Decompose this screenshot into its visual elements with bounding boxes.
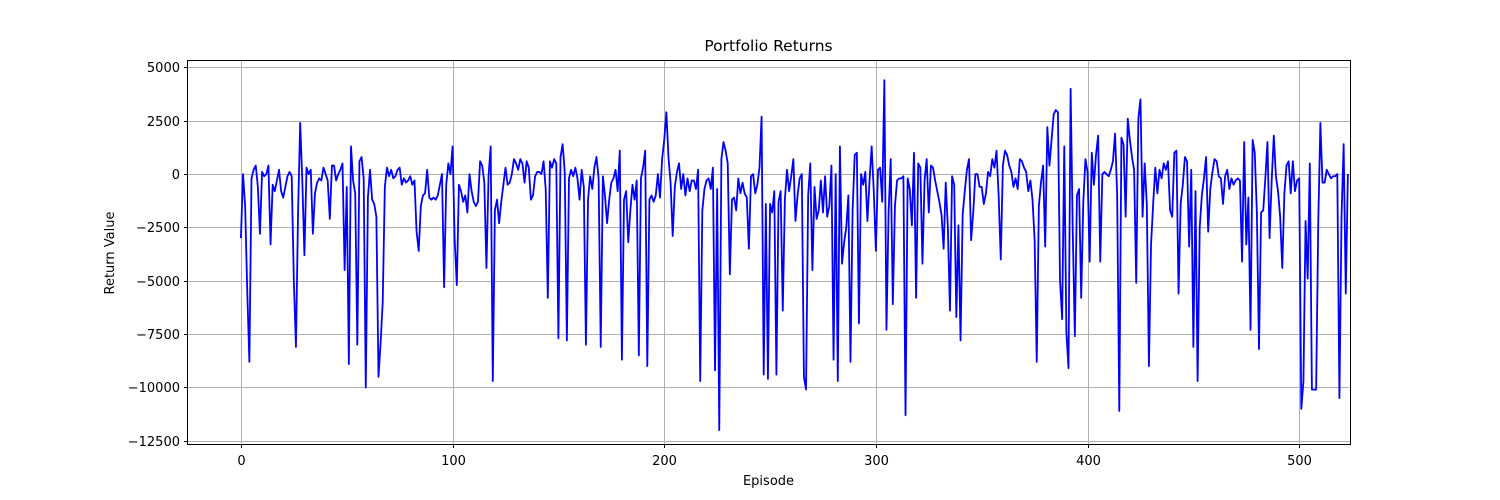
y-axis-label: Return Value <box>103 212 118 295</box>
x-tick-label: 500 <box>1287 454 1312 469</box>
series-line <box>240 79 1349 432</box>
x-axis-ticks: 0 100 200 300 400 500 <box>237 444 1312 469</box>
plot-frame <box>187 60 1351 445</box>
x-tick-label: 100 <box>441 454 466 469</box>
y-tick-label: −7500 <box>136 328 180 343</box>
x-tick-label: 0 <box>237 454 245 469</box>
y-tick-label: 2500 <box>147 115 180 130</box>
y-tick-label: 5000 <box>147 61 180 76</box>
series-layer <box>240 79 1349 432</box>
x-tick-label: 200 <box>652 454 677 469</box>
x-tick-label: 300 <box>864 454 889 469</box>
y-tick-label: −5000 <box>136 275 180 290</box>
chart-title: Portfolio Returns <box>704 37 832 55</box>
y-tick-label: −12500 <box>128 435 180 450</box>
y-tick-label: −2500 <box>136 221 180 236</box>
x-axis-label: Episode <box>743 474 794 489</box>
y-tick-label: 0 <box>172 168 180 183</box>
y-axis-ticks: 5000 2500 0 −2500 −5000 −7500 −10000 −12500 <box>128 61 188 450</box>
x-tick-label: 400 <box>1076 454 1101 469</box>
y-tick-label: −10000 <box>128 381 180 396</box>
